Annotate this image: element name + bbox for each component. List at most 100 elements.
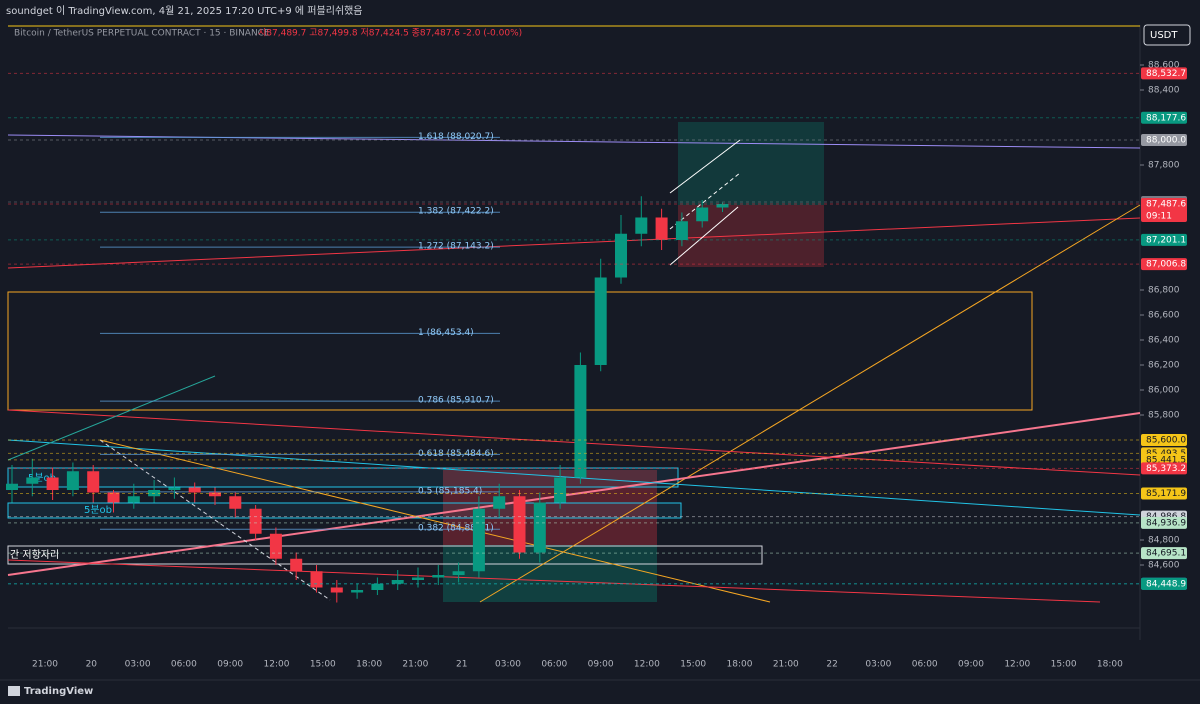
channel-line: [669, 206, 739, 266]
candle-body: [432, 575, 445, 578]
candle-body: [493, 496, 506, 509]
time-tick-label: 03:00: [495, 660, 521, 670]
time-tick-label: 21:00: [773, 660, 799, 670]
time-tick-label: 09:00: [217, 660, 243, 670]
candle-body: [127, 496, 140, 503]
candle-body: [6, 483, 18, 490]
candle-body: [452, 571, 465, 575]
price-badge-label: 85,373.2: [1146, 464, 1186, 474]
candle-body: [716, 204, 729, 208]
price-badge: [1141, 233, 1187, 246]
price-badge: [1141, 516, 1187, 529]
price-badge: [1141, 577, 1187, 590]
price-tick-label: 86,400: [1148, 336, 1180, 346]
time-tick-label: 18:00: [356, 660, 382, 670]
price-badge-label: 87,006.8: [1146, 260, 1186, 270]
price-badge-label: 84,695.1: [1146, 549, 1186, 559]
price-tick-label: 84,600: [1148, 561, 1180, 571]
candle-body: [290, 558, 303, 572]
time-tick-label: 20: [86, 660, 98, 670]
price-tick-label: 85,800: [1148, 411, 1180, 421]
price-tick-label: 86,000: [1148, 386, 1180, 396]
long-target: [678, 122, 824, 205]
candle-body: [371, 583, 384, 590]
ob-box: [7, 467, 679, 488]
candle-body: [533, 502, 546, 553]
fib-label: 1 (86,453.4): [418, 328, 474, 338]
candle-body: [26, 477, 39, 484]
price-badge: [1141, 111, 1187, 124]
time-tick-label: 15:00: [680, 660, 706, 670]
ob-box: [7, 502, 682, 519]
candle-body: [269, 533, 282, 559]
fib-label: 1.272 (87,143.2): [418, 242, 494, 252]
price-badge: [1141, 258, 1187, 271]
channel-line: [669, 139, 741, 194]
price-badge-label: 88,177.6: [1146, 113, 1186, 123]
price-tick-label: 86,200: [1148, 361, 1180, 371]
currency: USDT: [1150, 30, 1178, 41]
price-tick-label: 88,600: [1148, 61, 1180, 71]
candle-body: [46, 477, 59, 490]
time-tick-label: 09:00: [588, 660, 614, 670]
candle-body: [635, 217, 648, 234]
candle-body: [615, 233, 627, 278]
price-badge-label: 85,171.9: [1146, 489, 1186, 499]
time-tick-label: 21:00: [32, 660, 58, 670]
fib-label: 1.618 (88,020.7): [418, 132, 494, 142]
price-badge: [1141, 462, 1187, 475]
price-badge-label: 85,600.0: [1146, 436, 1186, 446]
candle-body: [66, 471, 79, 490]
price-tick-label: 84,800: [1148, 536, 1180, 546]
price-badge-label: 87,201.1: [1146, 235, 1186, 245]
candle-body: [472, 508, 485, 572]
candle-body: [310, 571, 323, 588]
price-badge: [1141, 134, 1187, 146]
fib-label: 0.5 (85,185.4): [418, 486, 482, 496]
candle-body: [594, 277, 607, 365]
time-tick-label: 06:00: [171, 660, 197, 670]
candle-body: [229, 496, 242, 509]
trend-line: [7, 409, 1141, 476]
publisher: soundget 이 TradingView.com, 4월 21, 2025 …: [6, 4, 363, 17]
candle-body: [249, 508, 262, 534]
resistance-box: [7, 545, 763, 565]
trend-line: [7, 375, 216, 461]
time-tick-label: 03:00: [865, 660, 891, 670]
time-tick-label: 18:00: [1097, 660, 1123, 670]
time-tick-label: 06:00: [912, 660, 938, 670]
trend-line: [99, 439, 331, 601]
price-tick-label: 88,400: [1148, 86, 1180, 96]
trend-line: [99, 439, 771, 603]
price-badge: [1141, 487, 1187, 500]
symbol: Bitcoin / TetherUS PERPETUAL CONTRACT · …: [14, 29, 270, 39]
price-tick-label: 86,600: [1148, 311, 1180, 321]
time-tick-label: 06:00: [541, 660, 567, 670]
candle-body: [168, 487, 181, 490]
zone-box: [7, 291, 1033, 411]
price-tick-label: 87,800: [1148, 161, 1180, 171]
currency-box[interactable]: [1143, 24, 1191, 46]
zone-label: 5분ob: [84, 504, 112, 516]
fib-label: 0.618 (85,484.6): [418, 449, 494, 459]
time-tick-label: 03:00: [125, 660, 151, 670]
candle-body: [675, 221, 688, 240]
candle-body: [351, 590, 364, 593]
price-badge-label: 84,448.9: [1146, 579, 1186, 589]
time-tick-label: 18:00: [727, 660, 753, 670]
candle-body: [188, 487, 201, 493]
price-badge-label: 84,936.9: [1146, 518, 1186, 528]
countdown: 09:11: [1146, 212, 1172, 222]
candle-body: [574, 365, 587, 478]
candle-body: [554, 477, 567, 503]
time-tick-label: 12:00: [264, 660, 290, 670]
fib-label: 0.382 (84,886.1): [418, 524, 494, 534]
trend-line: [7, 439, 1141, 516]
time-tick-label: 09:00: [958, 660, 984, 670]
time-tick-label: 12:00: [634, 660, 660, 670]
candle-body: [87, 471, 100, 493]
trend-line: [7, 559, 1101, 603]
price-tick-label: 86,800: [1148, 286, 1180, 296]
ohlc: 시87,489.7 고87,499.8 저87,424.5 종87,487.6 …: [258, 28, 522, 39]
